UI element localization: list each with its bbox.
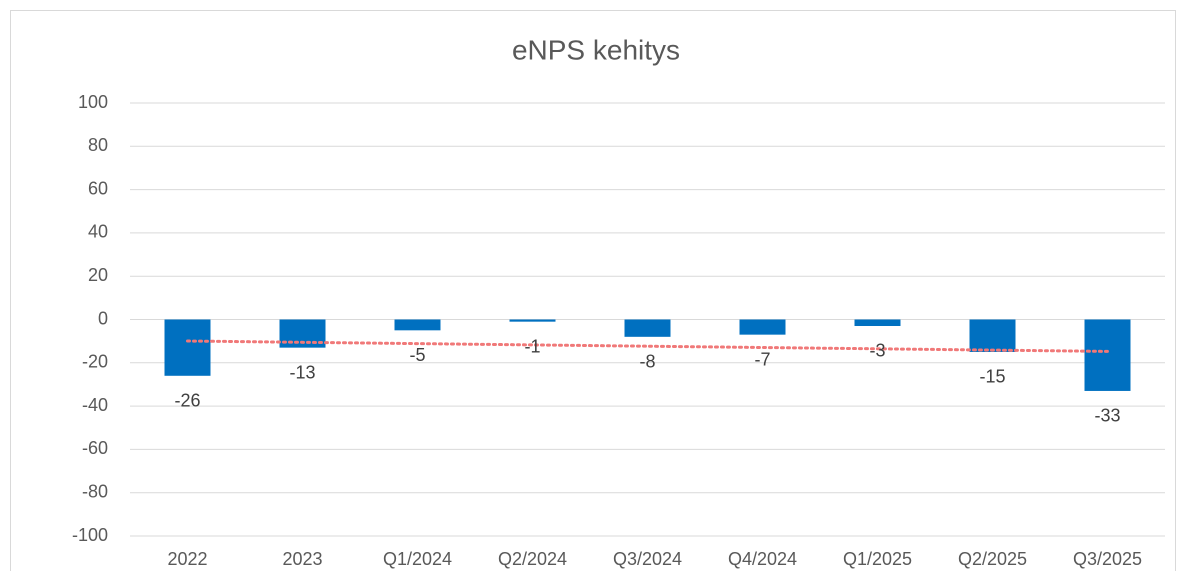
x-tick-label: Q2/2024	[498, 549, 567, 569]
y-tick-label: -60	[82, 438, 108, 458]
x-tick-label: Q3/2024	[613, 549, 682, 569]
x-tick-label: Q1/2025	[843, 549, 912, 569]
bar	[969, 319, 1016, 352]
y-tick-label: -40	[82, 395, 108, 415]
chart-border	[10, 10, 1176, 571]
y-tick-label: -100	[72, 525, 108, 545]
bar	[164, 319, 211, 376]
x-tick-label: Q1/2024	[383, 549, 452, 569]
data-label: -33	[1094, 406, 1120, 426]
x-tick-label: Q2/2025	[958, 549, 1027, 569]
y-tick-label: 40	[88, 222, 108, 242]
bar	[1084, 319, 1131, 391]
chart-title: eNPS kehitys	[512, 34, 680, 65]
y-tick-label: 20	[88, 265, 108, 285]
data-label: -1	[524, 336, 540, 356]
y-tick-label: -20	[82, 352, 108, 372]
x-tick-label: Q4/2024	[728, 549, 797, 569]
data-label: -8	[639, 352, 655, 372]
x-tick-label: Q3/2025	[1073, 549, 1142, 569]
data-label: -13	[289, 362, 315, 382]
x-tick-label: 2022	[167, 549, 207, 569]
y-tick-label: 100	[78, 92, 108, 112]
data-label: -26	[174, 391, 200, 411]
trendline	[186, 339, 1109, 353]
bar	[739, 319, 786, 335]
data-label: -5	[409, 345, 425, 365]
y-tick-label: -80	[82, 481, 108, 501]
y-tick-label: 80	[88, 135, 108, 155]
data-label: -7	[754, 349, 770, 369]
bar	[854, 319, 901, 326]
y-tick-label: 60	[88, 178, 108, 198]
bar	[624, 319, 671, 337]
x-tick-label: 2023	[282, 549, 322, 569]
y-tick-label: 0	[98, 308, 108, 328]
data-label: -3	[869, 341, 885, 361]
bar	[509, 319, 556, 322]
bar	[394, 319, 441, 331]
data-label: -15	[979, 367, 1005, 387]
